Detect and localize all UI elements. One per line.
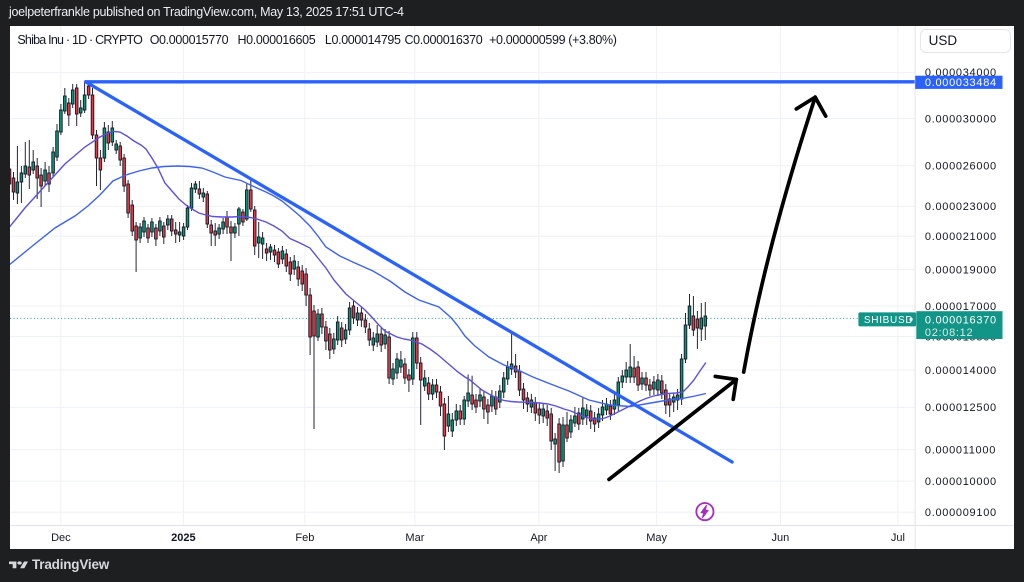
svg-text:0.000010000: 0.000010000 xyxy=(925,476,997,488)
svg-text:Mar: Mar xyxy=(406,532,425,544)
svg-text:0.000011000: 0.000011000 xyxy=(925,444,996,456)
svg-text:Feb: Feb xyxy=(296,532,315,544)
svg-text:02:08:12: 02:08:12 xyxy=(925,327,973,339)
svg-text:Dec: Dec xyxy=(51,532,71,544)
svg-text:0.000026000: 0.000026000 xyxy=(925,161,997,173)
svg-text:0.000030000: 0.000030000 xyxy=(925,113,997,125)
svg-text:0.000017000: 0.000017000 xyxy=(925,301,997,313)
svg-text:0.000023000: 0.000023000 xyxy=(925,201,997,213)
svg-text:0.000033484: 0.000033484 xyxy=(925,77,997,89)
svg-text:Apr: Apr xyxy=(531,532,548,544)
svg-text:0.000012500: 0.000012500 xyxy=(925,402,997,414)
svg-text:Jun: Jun xyxy=(772,532,790,544)
svg-text:0.000016370: 0.000016370 xyxy=(925,314,997,326)
svg-text:SHIBUSD: SHIBUSD xyxy=(864,315,913,326)
svg-text:0.000019000: 0.000019000 xyxy=(925,264,997,276)
svg-text:2025: 2025 xyxy=(171,532,195,544)
svg-text:0.000009100: 0.000009100 xyxy=(925,507,997,519)
svg-text:0.000021000: 0.000021000 xyxy=(925,231,997,243)
svg-text:May: May xyxy=(646,532,667,544)
svg-text:Jul: Jul xyxy=(891,532,905,544)
svg-text:0.000014000: 0.000014000 xyxy=(925,365,997,377)
